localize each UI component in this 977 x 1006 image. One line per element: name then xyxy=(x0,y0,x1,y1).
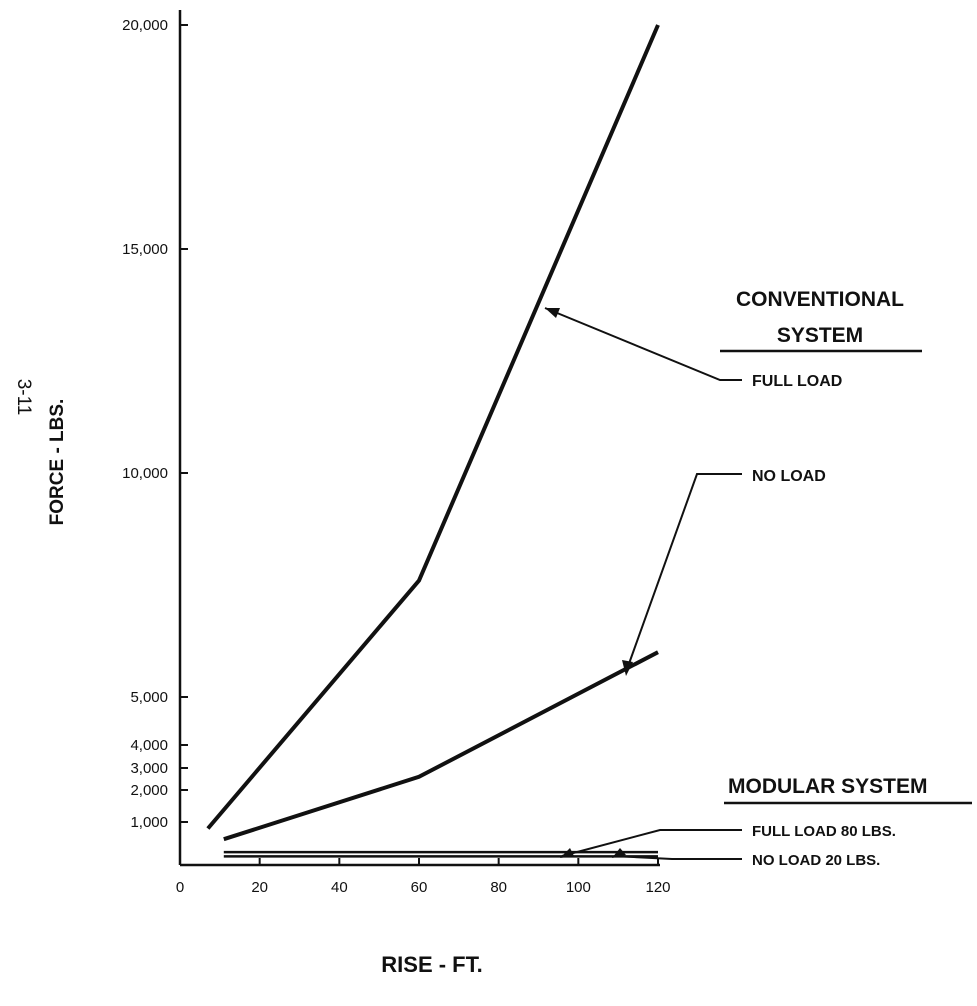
series-line-conventional-no-load xyxy=(223,650,659,842)
y-tick-label: 15,000 xyxy=(122,241,168,258)
label-conventional-no-load: NO LOAD xyxy=(752,468,826,485)
x-ticks: 0 20 40 60 80 100 120 xyxy=(176,858,671,896)
x-tick-label: 40 xyxy=(331,879,348,896)
label-modular-full-load: FULL LOAD 80 LBS. xyxy=(752,823,896,840)
x-tick-label: 60 xyxy=(411,879,428,896)
y-tick-label: 4,000 xyxy=(130,737,168,754)
label-conventional-full-load: FULL LOAD xyxy=(752,373,842,390)
label-modular-no-load: NO LOAD 20 LBS. xyxy=(752,852,880,869)
modular-heading: MODULAR SYSTEM xyxy=(728,775,928,798)
page-number: 3-11 xyxy=(13,379,34,416)
x-tick-label: 80 xyxy=(490,879,507,896)
x-tick-label: 20 xyxy=(251,879,268,896)
x-axis-title: RISE - FT. xyxy=(381,952,482,977)
x-tick-label: 120 xyxy=(645,879,670,896)
arrowhead-conventional-full-load xyxy=(545,308,560,318)
y-tick-label: 3,000 xyxy=(130,760,168,777)
conventional-heading-line1: CONVENTIONAL xyxy=(736,288,904,311)
y-tick-label: 20,000 xyxy=(122,17,168,34)
x-tick-label: 100 xyxy=(566,879,591,896)
series-line-conventional-full-load xyxy=(206,24,660,830)
conventional-heading-line2: SYSTEM xyxy=(777,324,863,347)
leader-modular-no-load xyxy=(613,855,742,860)
y-tick-label: 10,000 xyxy=(122,465,168,482)
leader-conventional-full-load xyxy=(544,307,742,381)
arrowhead-conventional-no-load xyxy=(622,660,633,676)
y-tick-label: 2,000 xyxy=(130,782,168,799)
arrowhead-modular-no-load xyxy=(612,848,626,858)
y-tick-label: 1,000 xyxy=(130,814,168,831)
y-tick-label: 5,000 xyxy=(130,689,168,706)
arrowhead-modular-full-load xyxy=(560,848,574,858)
y-axis-title: FORCE - LBS. xyxy=(47,399,68,526)
x-tick-label: 0 xyxy=(176,879,184,896)
leader-modular-full-load xyxy=(561,829,742,857)
leader-conventional-no-load xyxy=(625,473,742,673)
y-ticks: 1,000 2,000 3,000 4,000 5,000 10,000 15,000 20,… xyxy=(122,17,188,831)
